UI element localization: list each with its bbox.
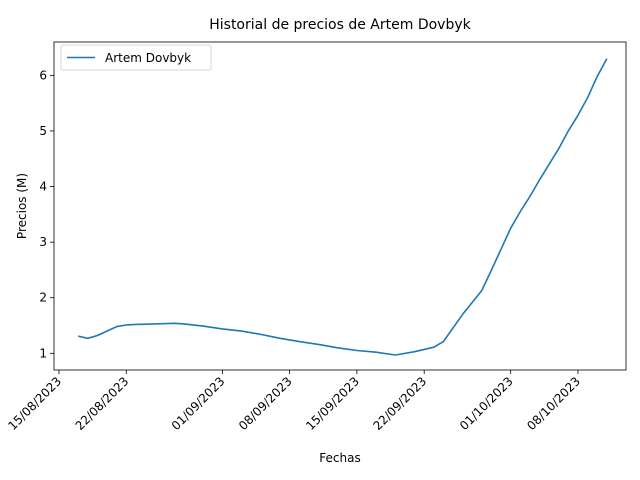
x-axis-ticks: 15/08/2023 22/08/2023 01/09/2023 08/09/2023…: [5, 370, 583, 433]
x-tick-label: 15/08/2023: [5, 374, 64, 433]
x-tick-label: 22/09/2023: [370, 374, 429, 433]
y-tick-label: 4: [39, 180, 47, 194]
chart-title: Historial de precios de Artem Dovbyk: [209, 17, 471, 33]
y-tick-label: 6: [39, 68, 47, 82]
series-line-artem-dovbyk: [78, 58, 608, 356]
legend-label: Artem Dovbyk: [105, 51, 191, 65]
y-axis-label: Precios (M): [15, 173, 29, 239]
x-tick-label: 22/08/2023: [73, 374, 132, 433]
x-tick-label: 08/09/2023: [236, 374, 295, 433]
y-tick-label: 3: [39, 235, 47, 249]
x-tick-label: 08/10/2023: [524, 374, 583, 433]
plot-frame: [53, 41, 627, 371]
y-tick-label: 2: [39, 291, 47, 305]
x-tick-label: 15/09/2023: [303, 374, 362, 433]
x-axis-label: Fechas: [319, 451, 360, 465]
x-tick-label: 01/09/2023: [169, 374, 228, 433]
y-tick-label: 5: [39, 124, 47, 138]
y-axis-ticks: 1 2 3 4 5 6: [39, 68, 54, 360]
series-layer: [78, 58, 608, 356]
legend: Artem Dovbyk: [60, 44, 212, 71]
legend-box: [60, 44, 212, 71]
y-tick-label: 1: [39, 346, 47, 360]
x-tick-label: 01/10/2023: [457, 374, 516, 433]
